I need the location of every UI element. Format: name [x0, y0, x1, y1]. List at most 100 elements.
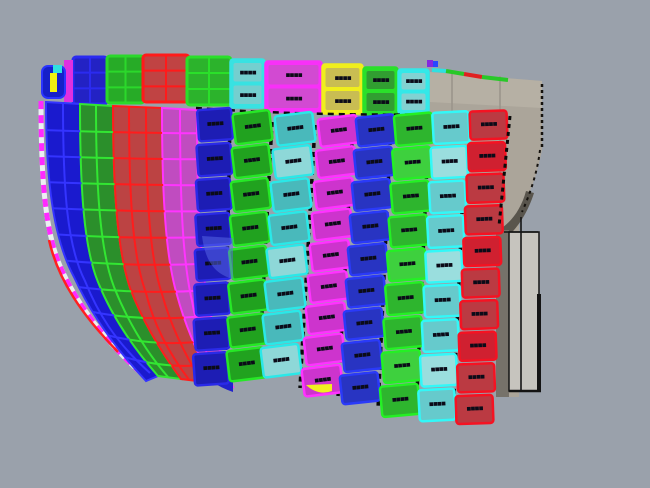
hull-plate[interactable]: ▪▪▪▪	[431, 109, 471, 146]
hull-plate[interactable]: ▪▪▪▪	[340, 338, 384, 374]
plate-id-label: ▪▪▪▪	[466, 403, 484, 413]
violet-plate-dot	[427, 60, 433, 67]
navy-column-highlight-wedge	[202, 236, 233, 279]
hull-plate[interactable]: ▪▪▪▪	[420, 317, 461, 354]
hull-plate[interactable]: ▪▪▪▪	[314, 145, 359, 180]
plate-id-label: ▪▪▪▪	[361, 220, 379, 231]
hull-plate[interactable]: ▪▪▪▪	[193, 281, 232, 317]
hull-plate[interactable]: ▪▪▪▪	[468, 109, 509, 141]
hull-plate[interactable]: ▪▪▪▪	[427, 179, 468, 215]
deck-sub-plate[interactable]	[268, 88, 319, 109]
deck-panel-cyan[interactable]: ▪▪▪▪ ▪▪▪▪	[229, 58, 266, 109]
hull-plate[interactable]: ▪▪▪▪	[195, 141, 234, 178]
hull-plate[interactable]: ▪▪▪▪	[457, 330, 498, 363]
deck-panel-blue[interactable]	[71, 55, 109, 106]
hull-plate[interactable]: ▪▪▪▪	[304, 301, 349, 336]
hull-plate[interactable]: ▪▪▪▪	[389, 179, 432, 215]
plate-id-label: ▪▪▪▪	[203, 327, 221, 337]
hull-plate[interactable]: ▪▪▪▪	[310, 207, 355, 242]
hull-plate[interactable]: ▪▪▪▪	[455, 362, 497, 394]
hull-plate[interactable]: ▪▪▪▪	[348, 209, 392, 245]
deck-panel-green3[interactable]: ▪▪▪▪ ▪▪▪▪	[362, 66, 399, 116]
deck-sub-plate[interactable]	[366, 71, 395, 89]
transom-profile-tick-marks	[521, 149, 541, 213]
plate-id-label: ▪▪▪▪	[274, 321, 292, 332]
hull-plate[interactable]: ▪▪▪▪	[195, 106, 235, 143]
plate-id-label: ▪▪▪▪	[404, 156, 422, 166]
hull-plate[interactable]: ▪▪▪▪	[267, 210, 311, 247]
deck-sub-plate[interactable]	[401, 73, 426, 90]
hull-plate[interactable]: ▪▪▪▪	[308, 238, 353, 273]
transom-face-highlight	[430, 72, 542, 108]
deck-panel-magenta[interactable]: ▪▪▪▪ ▪▪▪▪	[264, 60, 323, 113]
hull-plate[interactable]: ▪▪▪▪	[228, 210, 272, 248]
deck-panel-red[interactable]	[141, 53, 191, 104]
hull-plate[interactable]: ▪▪▪▪	[417, 387, 457, 423]
hull-plate[interactable]: ▪▪▪▪	[273, 110, 317, 147]
deck-panel-green[interactable]	[105, 54, 146, 105]
plate-id-label: ▪▪▪▪	[359, 252, 377, 263]
hull-plate[interactable]: ▪▪▪▪	[390, 145, 434, 181]
deck-panel-green2[interactable]	[185, 55, 233, 107]
hull-plate[interactable]: ▪▪▪▪	[316, 113, 361, 148]
hull-plate[interactable]: ▪▪▪▪	[338, 370, 382, 406]
plate-id-label: ▪▪▪▪	[238, 357, 256, 368]
deck-sub-plate[interactable]	[401, 93, 426, 111]
hull-plate[interactable]: ▪▪▪▪	[385, 246, 429, 283]
hull-plate[interactable]: ▪▪▪▪	[352, 145, 396, 180]
hull-plate[interactable]: ▪▪▪▪	[350, 177, 394, 213]
deck-sub-plate[interactable]	[233, 85, 262, 105]
hull-plate[interactable]: ▪▪▪▪	[422, 283, 463, 319]
deck-panel-yellow[interactable]: ▪▪▪▪ ▪▪▪▪	[321, 63, 364, 115]
hull-plate[interactable]: ▪▪▪▪	[269, 177, 313, 213]
hull-plate[interactable]: ▪▪▪▪	[459, 298, 500, 331]
hull-plate[interactable]: ▪▪▪▪	[227, 278, 270, 315]
hull-plate[interactable]: ▪▪▪▪	[454, 393, 495, 426]
hull-plate[interactable]: ▪▪▪▪	[265, 243, 309, 280]
hull-plate[interactable]: ▪▪▪▪	[462, 235, 503, 268]
deck-sub-plate[interactable]	[325, 91, 360, 110]
hull-plate[interactable]: ▪▪▪▪	[231, 108, 274, 146]
hull-plate[interactable]: ▪▪▪▪	[191, 350, 231, 387]
hull-plate[interactable]: ▪▪▪▪	[418, 352, 459, 388]
hull-plate[interactable]: ▪▪▪▪	[344, 274, 388, 309]
deck-sub-plate[interactable]	[325, 68, 360, 87]
hull-plate[interactable]: ▪▪▪▪	[424, 248, 464, 284]
hull-plate[interactable]: ▪▪▪▪	[271, 144, 315, 180]
hull-plate[interactable]: ▪▪▪▪	[229, 176, 272, 214]
hull-plate[interactable]: ▪▪▪▪	[465, 172, 506, 205]
hull-plate[interactable]: ▪▪▪▪	[302, 332, 347, 367]
hull-plate[interactable]: ▪▪▪▪	[194, 176, 233, 213]
hull-plate[interactable]: ▪▪▪▪	[463, 204, 504, 236]
hull-plate[interactable]: ▪▪▪▪	[392, 111, 436, 147]
hull-plate[interactable]: ▪▪▪▪	[380, 348, 424, 385]
hull-plate[interactable]: ▪▪▪▪	[354, 113, 398, 148]
hull-plate[interactable]: ▪▪▪▪	[226, 312, 269, 349]
hull-plate[interactable]: ▪▪▪▪	[227, 244, 271, 281]
hull-plate[interactable]: ▪▪▪▪	[192, 316, 231, 352]
hull-plate[interactable]: ▪▪▪▪	[306, 269, 351, 305]
hull-plate[interactable]: ▪▪▪▪	[429, 144, 470, 180]
hull-plate[interactable]: ▪▪▪▪	[259, 342, 303, 379]
hull-plate[interactable]: ▪▪▪▪	[346, 242, 390, 277]
hull-plate[interactable]: ▪▪▪▪	[312, 176, 357, 211]
hull-plate[interactable]: ▪▪▪▪	[342, 306, 386, 341]
plate-id-label: ▪▪▪▪	[437, 225, 455, 235]
hull-plate[interactable]: ▪▪▪▪	[466, 140, 508, 173]
hull-plate[interactable]: ▪▪▪▪	[425, 213, 466, 250]
hull-plate[interactable]: ▪▪▪▪	[387, 213, 431, 249]
hull-plate[interactable]: ▪▪▪▪	[382, 314, 425, 351]
deck-sub-plate[interactable]	[233, 63, 262, 82]
deck-sub-plate[interactable]	[268, 65, 319, 85]
bow-top-plates[interactable]	[41, 60, 73, 102]
hull-plate[interactable]: ▪▪▪▪	[263, 276, 307, 313]
hull-plate[interactable]: ▪▪▪▪	[460, 267, 501, 299]
hull-plate[interactable]: ▪▪▪▪	[383, 280, 427, 317]
deck-sub-plate[interactable]	[366, 93, 395, 111]
plate-id-label: ▪▪▪▪	[434, 294, 452, 304]
hull-plate[interactable]: ▪▪▪▪	[378, 382, 422, 419]
deck-panel-cyan2[interactable]: ▪▪▪▪ ▪▪▪▪	[397, 68, 430, 115]
hull-plate[interactable]: ▪▪▪▪	[230, 142, 273, 180]
hull-plate[interactable]: ▪▪▪▪	[261, 309, 305, 346]
